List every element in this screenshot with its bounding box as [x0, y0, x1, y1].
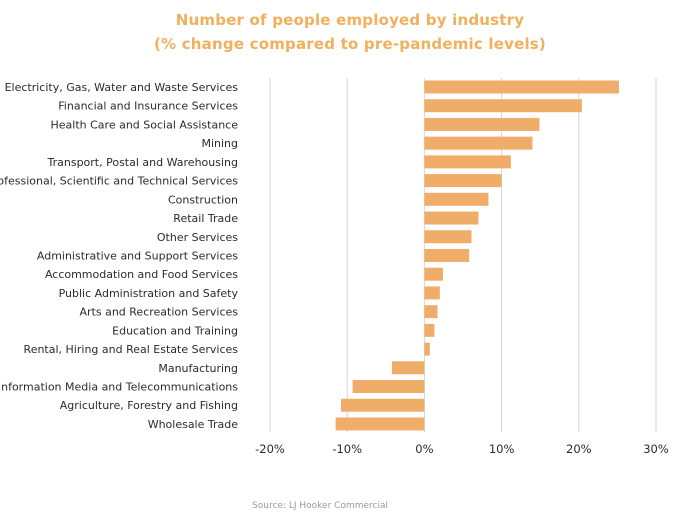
source-note: Source: LJ Hooker Commercial [252, 501, 388, 511]
category-label: Accommodation and Food Services [45, 268, 238, 281]
category-label: Public Administration and Safety [59, 287, 239, 300]
category-label: Agriculture, Forestry and Fishing [60, 399, 238, 412]
chart-subtitle: (% change compared to pre-pandemic level… [154, 35, 546, 53]
bar [352, 380, 425, 394]
category-label: Mining [201, 137, 238, 150]
category-label: Other Services [157, 231, 238, 244]
category-label: Electricity, Gas, Water and Waste Servic… [5, 81, 239, 94]
x-tick-label: 10% [489, 442, 515, 456]
category-label: Administrative and Support Services [37, 249, 238, 262]
x-axis-ticks: -20% -10% 0% 10% 20% 30% [255, 442, 669, 456]
category-label: Manufacturing [158, 362, 238, 375]
category-label: Professional, Scientific and Technical S… [0, 175, 238, 188]
x-tick-label: -20% [255, 442, 285, 456]
category-label: Information Media and Telecommunications [0, 381, 238, 394]
bar [424, 174, 502, 188]
category-label: Rental, Hiring and Real Estate Services [24, 343, 239, 356]
bar [424, 342, 430, 356]
x-tick-label: 30% [643, 442, 669, 456]
bar [341, 398, 425, 412]
category-label: Retail Trade [173, 212, 238, 225]
bar [424, 305, 438, 319]
x-tick-label: 0% [415, 442, 433, 456]
bars [335, 80, 619, 431]
bar [424, 230, 472, 244]
bar [424, 248, 470, 262]
bar [424, 155, 511, 169]
category-labels: Electricity, Gas, Water and Waste Servic… [0, 81, 238, 431]
bar [424, 136, 533, 150]
bar [335, 417, 425, 431]
chart-title: Number of people employed by industry [175, 11, 525, 29]
category-label: Transport, Postal and Warehousing [47, 156, 239, 169]
category-label: Construction [168, 193, 238, 206]
x-tick-label: -10% [332, 442, 362, 456]
bar [391, 361, 425, 375]
category-label: Arts and Recreation Services [80, 306, 239, 319]
category-label: Wholesale Trade [148, 418, 239, 431]
bar [424, 80, 619, 94]
category-label: Education and Training [112, 324, 238, 337]
bar [424, 323, 435, 337]
category-label: Health Care and Social Assistance [51, 118, 239, 131]
bar [424, 117, 540, 131]
bar [424, 211, 479, 225]
bar [424, 267, 443, 281]
bar [424, 192, 489, 206]
category-label: Financial and Insurance Services [58, 100, 238, 113]
x-tick-label: 20% [566, 442, 592, 456]
bar [424, 286, 440, 300]
bar [424, 99, 582, 113]
